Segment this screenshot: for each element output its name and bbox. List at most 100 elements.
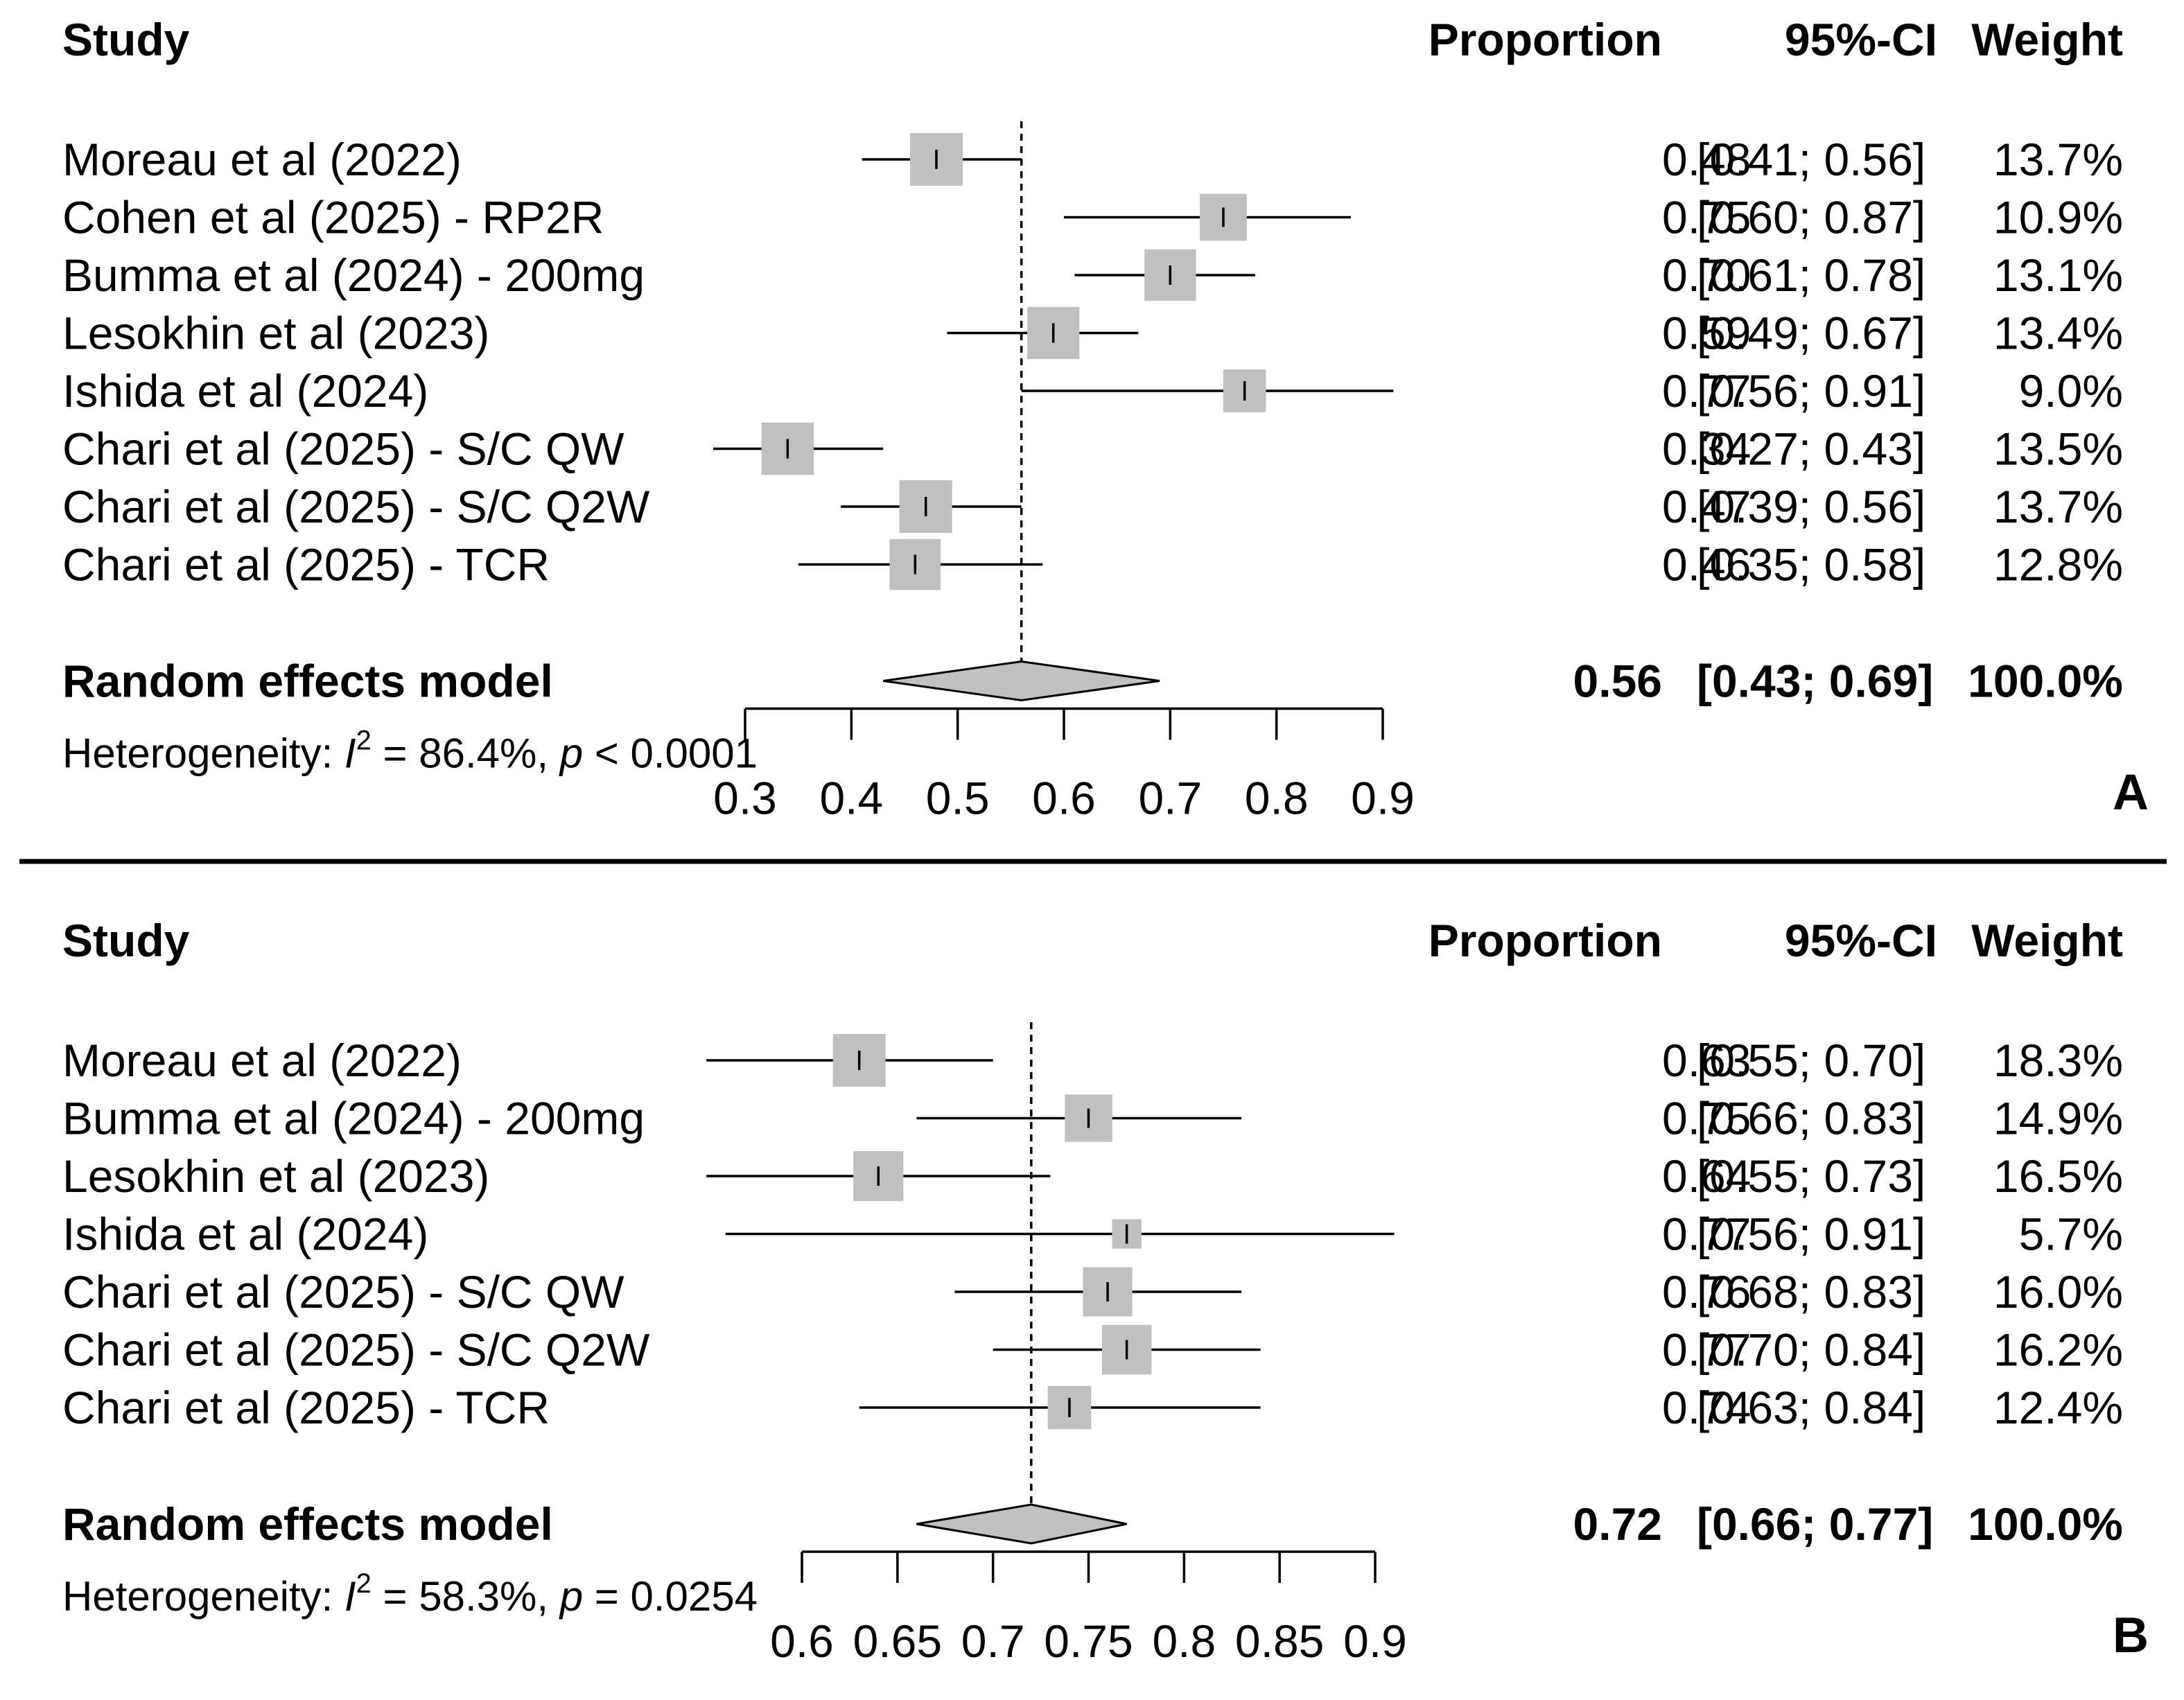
pooled-row: Random effects model 0.72 [0.66; 0.77] 100.…	[62, 1498, 2123, 1550]
weight-value: 13.4%	[1993, 308, 2123, 359]
study-name: Lesokhin et al (2023)	[62, 1150, 489, 1202]
weight-value: 18.3%	[1993, 1035, 2123, 1086]
header-ci: 95%-CI	[1785, 915, 1937, 966]
proportion-value: 0.59	[1662, 308, 1751, 359]
study-row: Chari et al (2025) - S/C Q2W 0.47[0.39; 0…	[62, 480, 2123, 533]
x-tick-label: 0.3	[713, 773, 777, 824]
weight-value: 13.7%	[1993, 481, 2123, 532]
weight-value: 13.5%	[1993, 423, 2123, 475]
study-name: Bumma et al (2024) - 200mg	[62, 1093, 645, 1144]
header-weight: Weight	[1971, 14, 2123, 65]
proportion-value: 0.34	[1662, 423, 1751, 475]
study-row: Bumma et al (2024) - 200mg 0.75[0.66; 0.8…	[62, 1093, 2123, 1144]
p-value: < 0.0001	[583, 730, 758, 777]
proportion-value: 0.77	[1662, 365, 1751, 417]
x-tick-label: 0.6	[770, 1615, 834, 1667]
i2-superscript: 2	[356, 726, 372, 756]
weight-value: 16.2%	[1993, 1324, 2123, 1376]
pooled-proportion: 0.72	[1573, 1498, 1662, 1550]
header-weight: Weight	[1971, 915, 2123, 966]
proportion-value: 0.77	[1662, 1209, 1751, 1260]
pooled-proportion: 0.56	[1573, 656, 1662, 707]
pooled-ci: [0.66; 0.77]	[1697, 1498, 1933, 1550]
proportion-value: 0.63	[1662, 1035, 1751, 1086]
study-name: Chari et al (2025) - S/C Q2W	[62, 481, 650, 532]
weight-value: 13.7%	[1993, 134, 2123, 185]
study-row: Chari et al (2025) - S/C QW 0.76[0.68; 0.…	[62, 1266, 2123, 1317]
i2-symbol: I	[344, 730, 356, 777]
pooled-name: Random effects model	[62, 1498, 553, 1550]
pooled-name: Random effects model	[62, 656, 553, 707]
study-name: Lesokhin et al (2023)	[62, 308, 489, 359]
proportion-value: 0.77	[1662, 1324, 1751, 1376]
panel-label: A	[2113, 765, 2149, 821]
x-tick-label: 0.85	[1235, 1615, 1324, 1667]
proportion-value: 0.48	[1662, 134, 1751, 185]
proportion-value: 0.74	[1662, 1382, 1751, 1433]
forest-panel-b: Study Proportion 95%-CI Weight Moreau et al …	[62, 915, 2149, 1667]
header-proportion: Proportion	[1429, 915, 1662, 966]
p-value: = 0.0254	[583, 1573, 758, 1620]
weight-value: 10.9%	[1993, 192, 2123, 243]
proportion-value: 0.76	[1662, 1266, 1751, 1317]
study-row: Chari et al (2025) - TCR 0.46[0.35; 0.58]…	[62, 539, 2123, 590]
study-name: Moreau et al (2022)	[62, 134, 462, 185]
ci-value: [0.68; 0.83]	[1697, 1266, 1925, 1317]
proportion-value: 0.75	[1662, 192, 1751, 243]
weight-value: 16.5%	[1993, 1150, 2123, 1202]
study-name: Chari et al (2025) - S/C Q2W	[62, 1324, 650, 1376]
panel-label: B	[2113, 1608, 2149, 1663]
i2-value: = 58.3%,	[372, 1573, 560, 1620]
proportion-value: 0.64	[1662, 1150, 1751, 1202]
x-tick-label: 0.6	[1032, 773, 1096, 824]
study-name: Cohen et al (2025) - RP2R	[62, 192, 604, 243]
pooled-row: Random effects model 0.56 [0.43; 0.69] 100.…	[62, 656, 2123, 707]
study-row: Chari et al (2025) - S/C Q2W 0.77[0.70; 0…	[62, 1324, 2123, 1376]
x-axis: 0.6 0.65 0.7 0.75 0.8 0.85 0.9	[770, 1550, 1407, 1667]
x-tick-label: 0.75	[1044, 1615, 1133, 1667]
study-row: Chari et al (2025) - S/C QW 0.34[0.27; 0.…	[62, 422, 2123, 475]
i2-superscript: 2	[356, 1568, 372, 1599]
ci-value: [0.55; 0.70]	[1697, 1035, 1925, 1086]
weight-value: 12.8%	[1993, 539, 2123, 590]
study-name: Moreau et al (2022)	[62, 1035, 462, 1086]
ci-value: [0.35; 0.58]	[1697, 539, 1925, 590]
x-tick-label: 0.5	[926, 773, 990, 824]
study-row: Bumma et al (2024) - 200mg 0.70[0.61; 0.7…	[62, 249, 2123, 301]
pooled-weight: 100.0%	[1968, 1498, 2123, 1550]
ci-value: [0.56; 0.91]	[1697, 365, 1925, 417]
heterogeneity-prefix: Heterogeneity:	[62, 1573, 344, 1620]
proportion-value: 0.75	[1662, 1093, 1751, 1144]
header-ci: 95%-CI	[1785, 14, 1937, 65]
ci-value: [0.39; 0.56]	[1697, 481, 1925, 532]
study-row: Moreau et al (2022) 0.48[0.41; 0.56] 13.7%	[62, 133, 2123, 186]
study-name: Ishida et al (2024)	[62, 365, 428, 417]
pooled-diamond	[916, 1503, 1127, 1545]
study-row: Lesokhin et al (2023) 0.59[0.49; 0.67] 13.…	[62, 306, 2123, 360]
ci-value: [0.56; 0.91]	[1697, 1209, 1925, 1260]
proportion-value: 0.47	[1662, 481, 1751, 532]
ci-value: [0.41; 0.56]	[1697, 134, 1925, 185]
weight-value: 13.1%	[1993, 249, 2123, 301]
study-name: Chari et al (2025) - S/C QW	[62, 1266, 624, 1317]
study-name: Chari et al (2025) - S/C QW	[62, 423, 624, 475]
pooled-weight: 100.0%	[1968, 656, 2123, 707]
pooled-ci: [0.43; 0.69]	[1697, 656, 1933, 707]
x-tick-label: 0.7	[1138, 773, 1202, 824]
ci-value: [0.61; 0.78]	[1697, 249, 1925, 301]
x-tick-label: 0.65	[853, 1615, 942, 1667]
pooled-diamond	[883, 660, 1160, 702]
x-tick-label: 0.8	[1245, 773, 1309, 824]
proportion-value: 0.70	[1662, 249, 1751, 301]
weight-value: 12.4%	[1993, 1382, 2123, 1433]
heterogeneity-text: Heterogeneity: I2 = 58.3%, p = 0.0254	[62, 1568, 758, 1620]
x-tick-label: 0.8	[1152, 1615, 1216, 1667]
study-row: Cohen et al (2025) - RP2R 0.75[0.60; 0.87…	[62, 192, 2123, 243]
study-row: Ishida et al (2024) 0.77[0.56; 0.91] 9.0%	[62, 365, 2123, 417]
weight-value: 5.7%	[2019, 1209, 2123, 1260]
forest-panel-a: Study Proportion 95%-CI Weight Moreau et al …	[62, 14, 2149, 824]
ci-value: [0.66; 0.83]	[1697, 1093, 1925, 1144]
proportion-value: 0.46	[1662, 539, 1751, 590]
study-row: Moreau et al (2022) 0.63[0.55; 0.70] 18.3%	[62, 1034, 2123, 1087]
